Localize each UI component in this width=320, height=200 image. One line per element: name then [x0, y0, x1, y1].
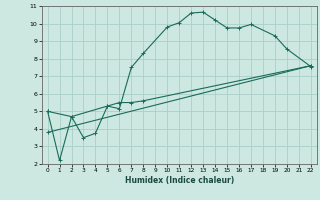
- X-axis label: Humidex (Indice chaleur): Humidex (Indice chaleur): [124, 176, 234, 185]
